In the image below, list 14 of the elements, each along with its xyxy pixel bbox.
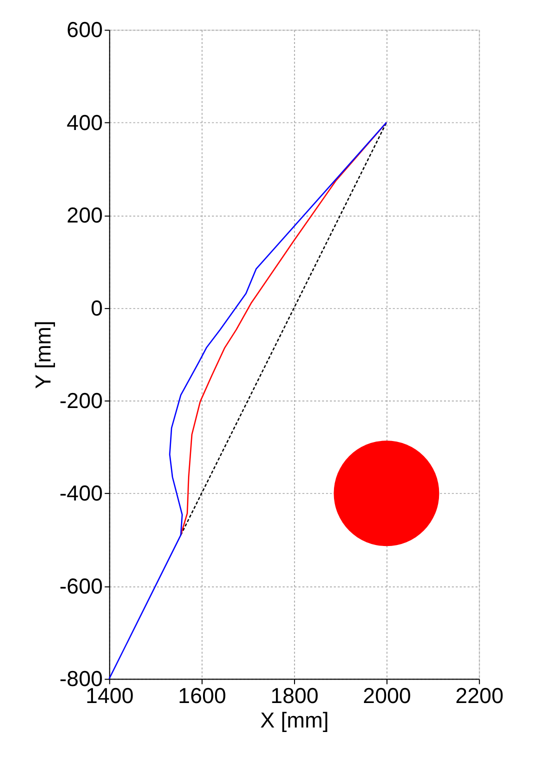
y-tick-label: -400 [59, 480, 103, 506]
x-tick-label: 1800 [270, 682, 319, 708]
y-tick-label: 200 [66, 202, 103, 228]
x-tick-label: 1600 [178, 682, 226, 708]
y-axis-title: Y [mm] [30, 320, 56, 389]
y-tick-label: 0 [90, 295, 103, 320]
x-tick-label: 2000 [362, 682, 412, 708]
line-series [108, 122, 388, 680]
y-tick-label: -200 [59, 388, 103, 414]
y-tick-label: -600 [59, 573, 103, 598]
y-tick-label: 400 [66, 110, 103, 135]
y-tick-label: 600 [66, 17, 103, 42]
x-tick-label: 2200 [455, 682, 504, 708]
x-axis-title: X [mm] [260, 707, 329, 732]
